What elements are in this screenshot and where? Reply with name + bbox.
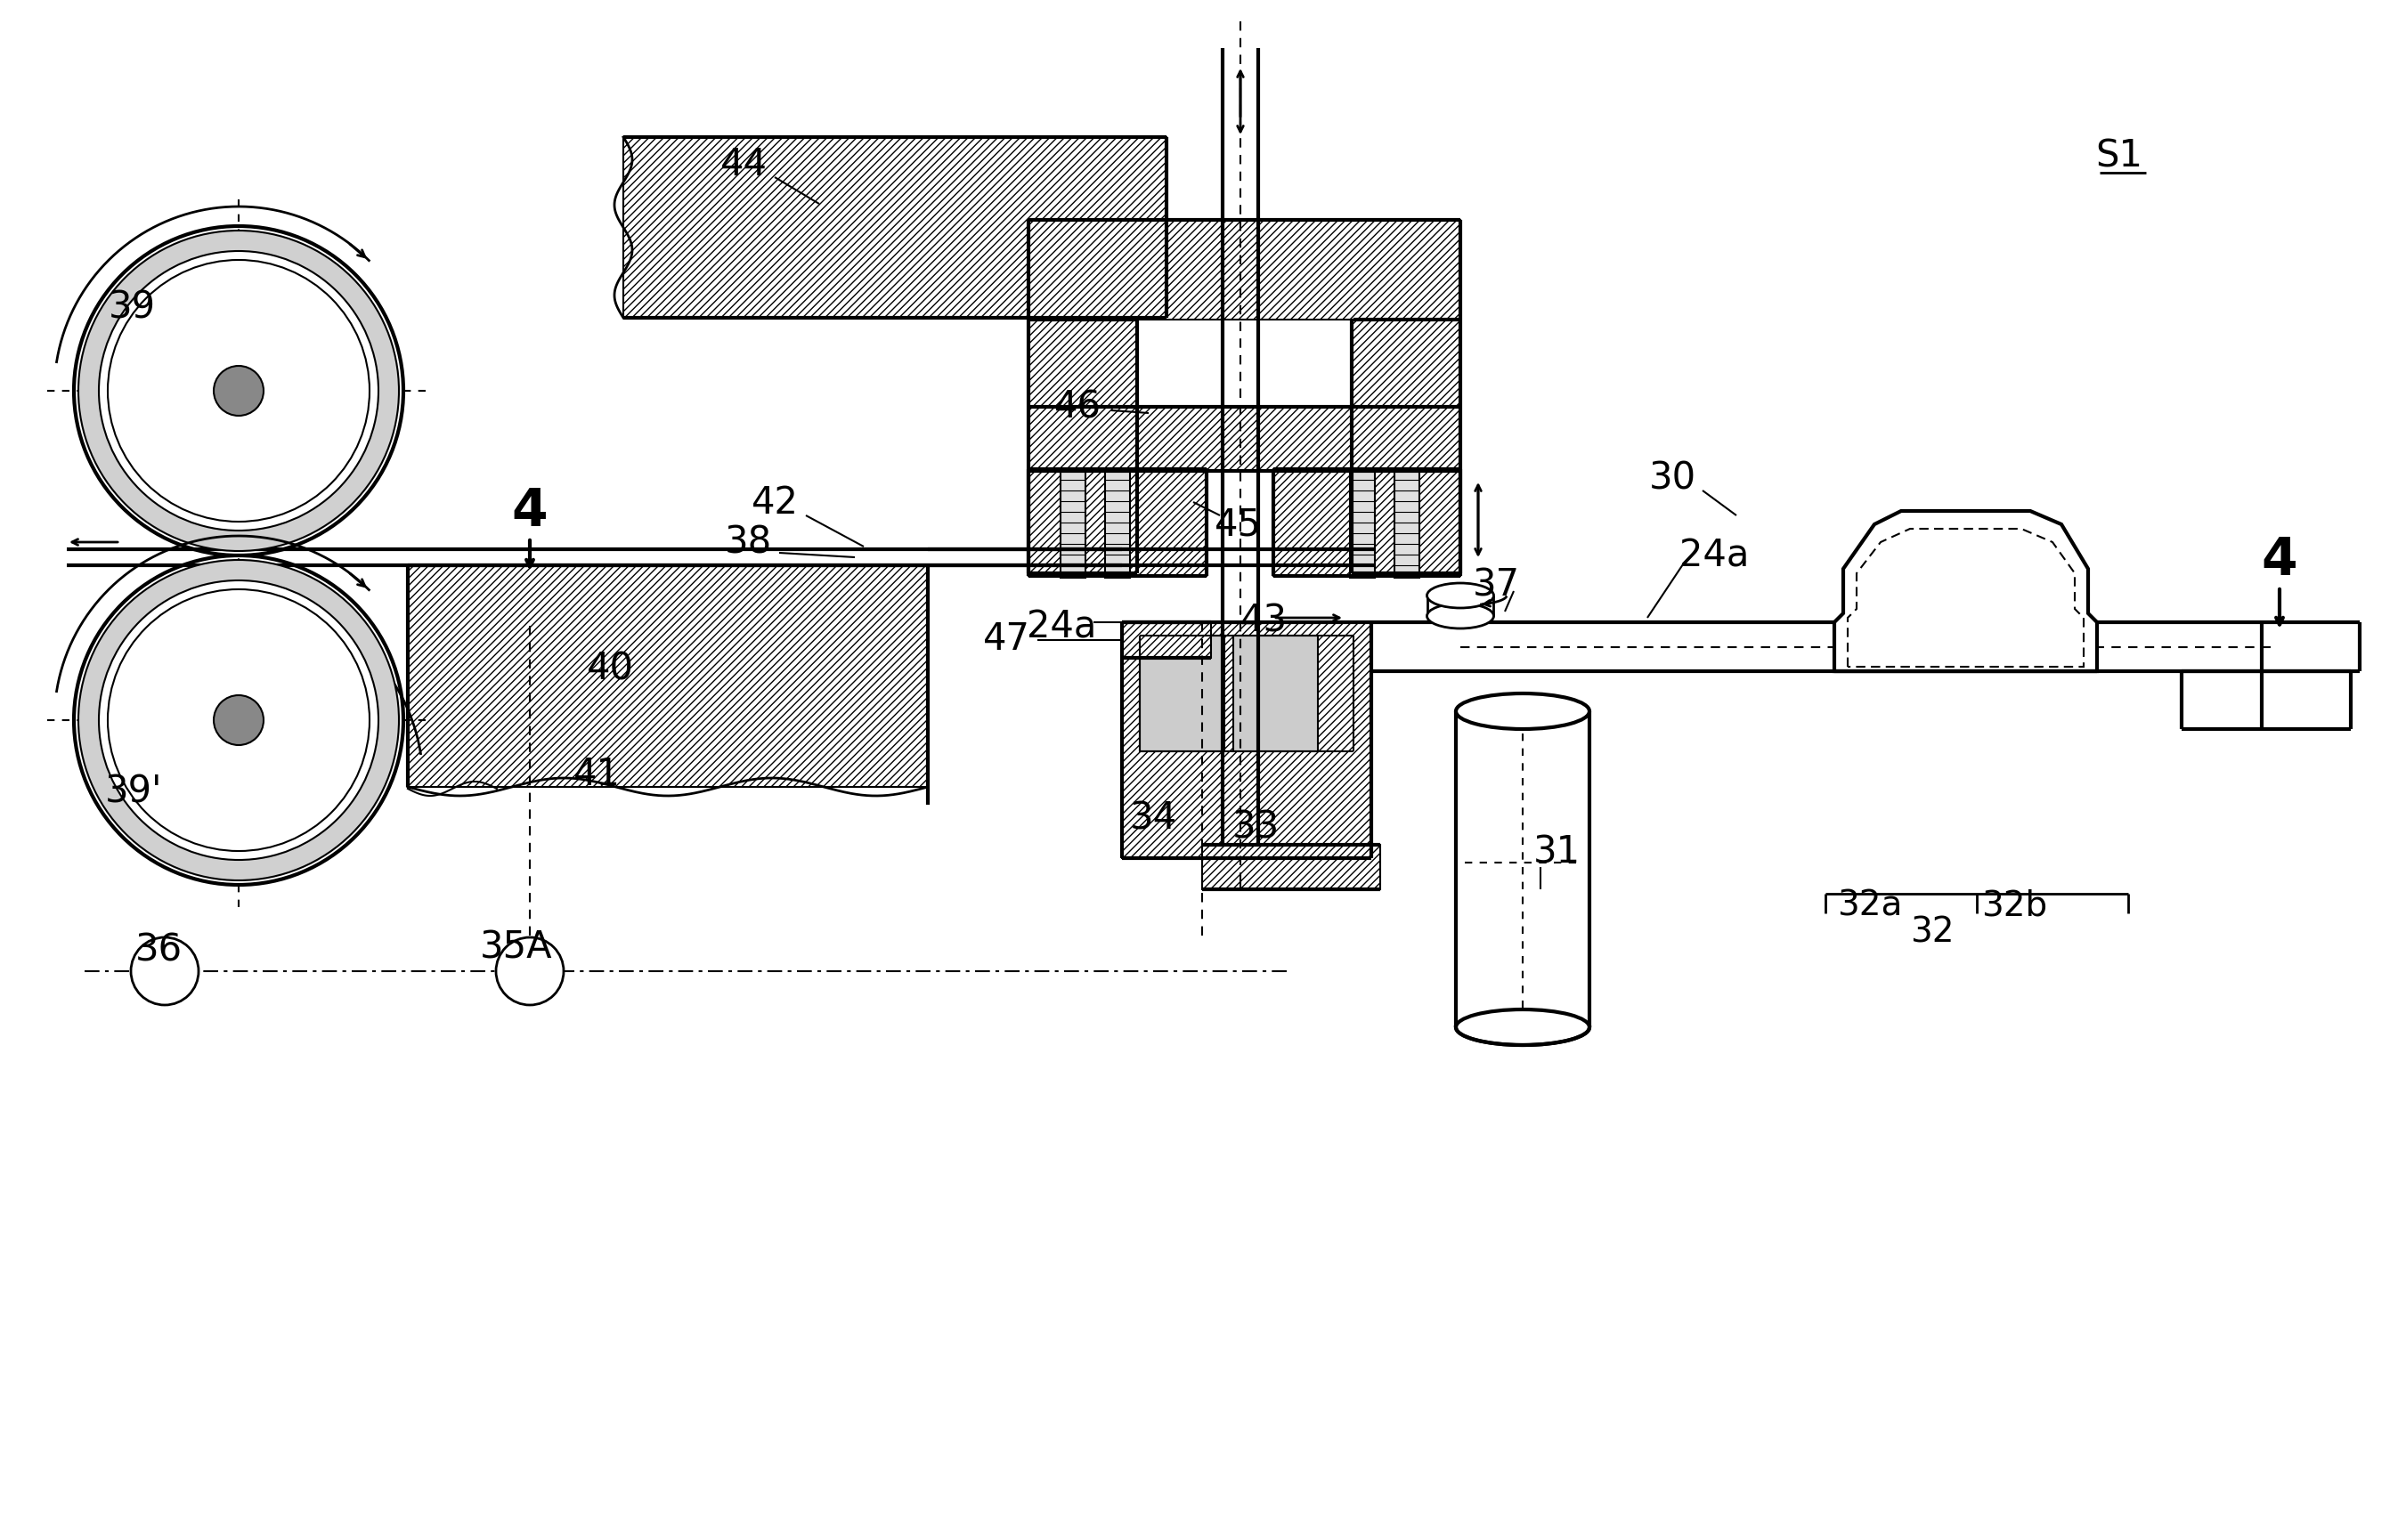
Ellipse shape [1456,1010,1590,1046]
Text: 44: 44 [719,146,768,183]
Text: 36: 36 [135,932,183,969]
Circle shape [99,581,378,861]
Bar [1027,220,1460,320]
Text: 4: 4 [512,487,549,537]
Text: 35A: 35A [481,929,553,966]
Bar [1352,320,1460,574]
Text: 39: 39 [108,288,156,325]
Text: 33: 33 [1232,808,1280,845]
Text: 47: 47 [982,621,1030,658]
Bar [1027,470,1205,576]
Bar [409,565,929,787]
Text: 24a: 24a [1679,537,1749,574]
Bar [623,139,1167,319]
Circle shape [75,226,404,556]
Text: 39': 39' [106,773,161,810]
Text: S1: S1 [2096,137,2144,174]
Text: 43: 43 [1241,602,1287,639]
Text: 45: 45 [1215,507,1261,544]
Bar [1273,470,1460,576]
Bar [1061,471,1085,579]
Ellipse shape [1427,604,1494,628]
Bar [1350,471,1374,579]
Polygon shape [1121,622,1210,658]
Text: 37: 37 [1472,567,1521,604]
Circle shape [130,938,200,1006]
Text: 24a: 24a [1027,608,1097,645]
Ellipse shape [1456,695,1590,730]
Circle shape [108,590,371,852]
Circle shape [108,260,371,522]
Circle shape [79,231,399,551]
Text: 30: 30 [1648,460,1696,497]
Text: 38: 38 [724,524,772,562]
Polygon shape [1833,511,2098,671]
Bar [1234,636,1318,752]
Bar [1121,622,1371,858]
Bar [1027,408,1460,471]
Bar [1027,320,1138,574]
Bar [1140,636,1225,752]
Ellipse shape [1427,584,1494,608]
Text: 41: 41 [573,755,621,793]
Circle shape [214,696,265,745]
Bar [1395,471,1420,579]
Text: 32: 32 [1910,915,1954,949]
Circle shape [214,367,265,416]
Text: 42: 42 [751,484,799,522]
Bar [1203,845,1381,890]
Text: 32a: 32a [1838,889,1903,922]
Text: 34: 34 [1128,799,1177,838]
Circle shape [75,556,404,886]
Text: 32b: 32b [1980,889,2048,922]
Bar [1104,471,1131,579]
Circle shape [99,251,378,531]
Text: 31: 31 [1533,833,1581,872]
Text: 4: 4 [2262,534,2298,585]
Text: 46: 46 [1054,388,1102,427]
Circle shape [496,938,563,1006]
Circle shape [79,561,399,881]
Text: 40: 40 [587,650,633,688]
